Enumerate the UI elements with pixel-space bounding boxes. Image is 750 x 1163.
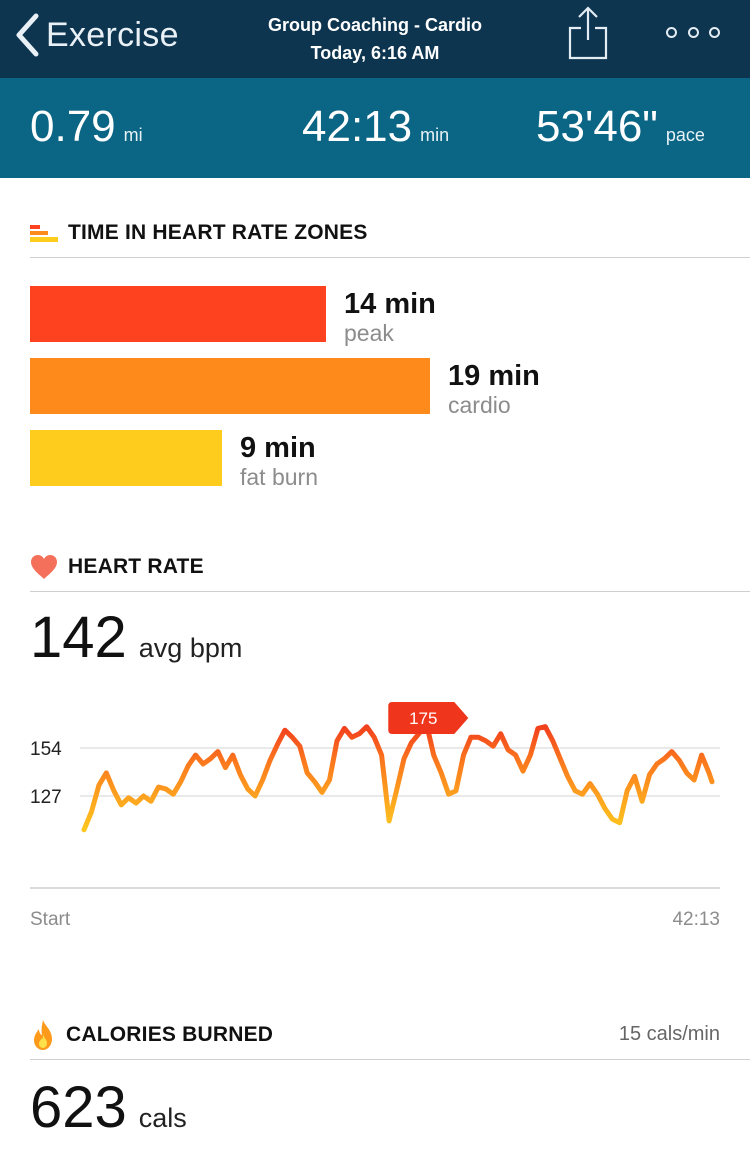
peak-zone-bar	[30, 286, 326, 342]
heart-rate-section-title: HEART RATE	[68, 554, 204, 578]
page-title-block: Group Coaching - Cardio Today, 6:16 AM	[225, 12, 525, 68]
exercise-summary-bar: 0.79 mi 42:13 min 53'46" pace	[0, 78, 750, 178]
pace-value: 53'46"	[536, 102, 658, 151]
calories-section-header: CALORIES BURNED 15 cals/min	[30, 1010, 750, 1060]
heart-rate-line	[81, 720, 715, 833]
peak-marker	[388, 702, 469, 734]
heart-icon	[31, 554, 57, 579]
chart-end-label: 42:13	[672, 909, 720, 930]
fat-burn-zone-minutes: 9 min	[240, 432, 316, 464]
fat-burn-zone-bar	[30, 430, 222, 486]
avg-heart-rate-value: 142	[30, 605, 127, 670]
y-tick-label: 154	[30, 739, 62, 760]
distance-stat: 0.79 mi	[30, 102, 143, 152]
cardio-zone-bar	[30, 358, 430, 414]
more-dot-icon	[687, 26, 699, 38]
calories-unit: cals	[138, 1103, 187, 1133]
page-title: Group Coaching - Cardio	[268, 15, 482, 35]
cardio-zone-minutes: 19 min	[448, 360, 540, 392]
heart-rate-chart-svg: 127 154 175	[30, 702, 720, 889]
more-dot-icon	[666, 26, 677, 38]
calories-section-title: CALORIES BURNED	[66, 1022, 274, 1046]
y-tick-label: 127	[30, 787, 62, 808]
cardio-zone-label: cardio	[448, 392, 511, 418]
more-options-button[interactable]	[662, 18, 724, 46]
share-icon	[568, 6, 608, 60]
calories-total: 623 cals	[30, 1074, 187, 1141]
chevron-left-icon	[16, 13, 39, 57]
heart-rate-chart[interactable]: 127 154 175 Start 42:13	[0, 690, 750, 940]
avg-heart-rate-unit: avg bpm	[138, 633, 243, 663]
page-subtitle: Today, 6:16 AM	[310, 43, 440, 63]
duration-stat: 42:13 min	[302, 102, 449, 152]
fat-burn-zone-label: fat burn	[240, 464, 318, 490]
zones-bars-icon	[30, 224, 58, 242]
distance-value: 0.79	[30, 102, 116, 151]
pace-unit: pace	[665, 125, 705, 145]
pace-stat: 53'46" pace	[536, 102, 705, 152]
cardio-zone-info: 19 min cardio	[448, 360, 540, 418]
chart-start-label: Start	[30, 909, 71, 930]
peak-zone-label: peak	[344, 320, 394, 346]
zones-section-header: TIME IN HEART RATE ZONES	[30, 208, 750, 258]
peak-zone-minutes: 14 min	[344, 288, 436, 320]
top-nav-bar: Exercise Group Coaching - Cardio Today, …	[0, 0, 750, 78]
share-button[interactable]	[566, 4, 610, 60]
flame-icon	[34, 1019, 52, 1050]
heart-rate-section-header: HEART RATE	[30, 542, 750, 592]
back-label: Exercise	[46, 15, 179, 54]
fat-burn-zone-info: 9 min fat burn	[240, 432, 318, 490]
calories-value: 623	[30, 1075, 127, 1140]
more-dot-icon	[709, 26, 720, 38]
zones-section-title: TIME IN HEART RATE ZONES	[68, 220, 368, 244]
back-button[interactable]: Exercise	[14, 10, 179, 60]
distance-unit: mi	[123, 125, 143, 145]
calories-rate: 15 cals/min	[618, 1023, 720, 1045]
avg-heart-rate: 142 avg bpm	[30, 604, 242, 671]
duration-unit: min	[420, 125, 450, 145]
peak-zone-info: 14 min peak	[344, 288, 436, 346]
duration-value: 42:13	[302, 102, 413, 151]
peak-marker-label: 175	[409, 709, 437, 728]
